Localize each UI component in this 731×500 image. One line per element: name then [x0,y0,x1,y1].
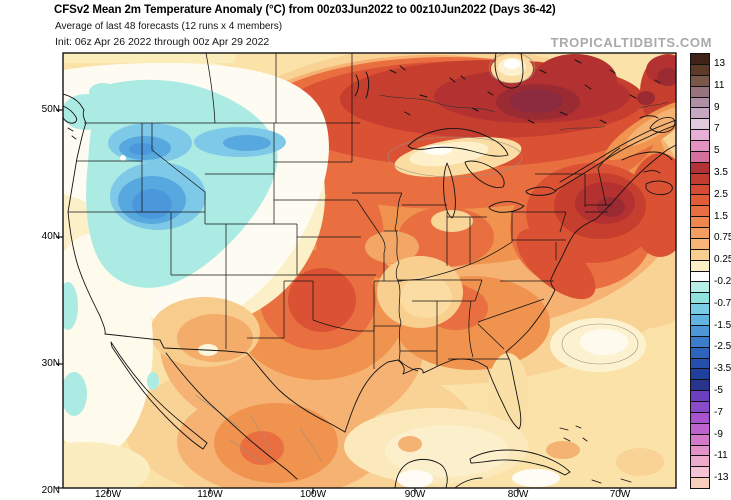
colorbar-swatch [691,151,709,163]
lat-label: 50N [41,104,60,115]
colorbar-swatch [691,304,709,315]
lon-label: 110W [197,489,223,500]
forecast-subtitle: Average of last 48 forecasts (12 runs x … [55,21,283,32]
colorbar-tick-label: 2.5 [714,188,728,200]
colorbar-swatch [691,119,709,131]
colorbar-swatch [691,282,709,294]
lon-label: 90W [404,489,426,500]
lon-label: 70W [609,489,631,500]
colorbar-tick-label: 0.25 [714,254,731,266]
colorbar-swatch [691,369,709,381]
lat-label: 40N [41,231,60,242]
colorbar-swatch [691,54,709,65]
colorbar-swatch [691,293,709,305]
colorbar-swatch [691,315,709,326]
lon-label: 100W [299,489,327,500]
colorbar-tick-label: 0.75 [714,232,731,244]
colorbar-tick-label: 3.5 [714,166,728,178]
colorbar-swatch [691,238,709,250]
lake-squiggles [354,59,661,124]
colorbar-swatch [691,391,709,402]
colorbar-swatch [691,423,709,435]
map-frame [62,52,677,489]
colorbar-tick-label: -2.5 [714,341,731,353]
colorbar [690,53,710,489]
colorbar-swatch [691,336,709,348]
colorbar-swatch [691,271,709,283]
colorbar-swatch [691,75,709,87]
colorbar-tick-label: -0.25 [714,275,731,287]
colorbar-swatch [691,412,709,424]
colorbar-tick-label: 5 [714,145,720,157]
colorbar-swatch [691,228,709,239]
colorbar-swatch [691,86,709,98]
anomaly-fill-layers [63,53,676,488]
colorbar-swatch [691,108,709,120]
colorbar-swatch [691,217,709,228]
colorbar-swatch [691,358,709,370]
colorbar-swatch [691,456,709,468]
colorbar-swatch [691,162,709,174]
colorbar-swatch [691,445,709,457]
lat-label: 20N [41,485,60,496]
colorbar-swatch [691,380,709,392]
colorbar-tick-label: -5 [714,384,723,396]
colorbar-tick-label: 11 [714,79,725,91]
lat-label: 30N [41,358,60,369]
colorbar-swatch [691,64,709,76]
colorbar-tick-label: -13 [714,472,729,484]
state-borders [68,53,621,372]
colorbar-swatch [691,467,709,479]
colorbar-swatch [691,173,709,185]
colorbar-swatch [691,130,709,141]
page-title: CFSv2 Mean 2m Temperature Anomaly (°C) f… [54,4,556,16]
colorbar-swatches [691,54,709,488]
colorbar-tick-label: -11 [714,450,728,462]
colorbar-swatch [691,260,709,272]
colorbar-swatch [691,325,709,337]
colorbar-swatch [691,478,709,488]
anomaly-contour-lines [379,94,669,131]
colorbar-tick-label: -7 [714,406,723,418]
colorbar-tick-label: -3.5 [714,363,731,375]
geography-lines [63,53,676,488]
colorbar-swatch [691,195,709,207]
axis-ticks [56,109,621,494]
colorbar-swatch [691,434,709,446]
colorbar-swatch [691,97,709,109]
lon-label: 120W [94,489,122,500]
colorbar-tick-label: 1.5 [714,210,728,222]
colorbar-tick-label: -0.75 [714,297,731,309]
colorbar-tick-label: -9 [714,428,723,440]
colorbar-swatch [691,402,709,413]
colorbar-tick-label: -1.5 [714,319,731,331]
colorbar-swatch [691,249,709,261]
colorbar-swatch [691,184,709,196]
colorbar-swatch [691,347,709,359]
colorbar-tick-label: 13 [714,57,726,69]
lon-label: 80W [507,489,529,500]
colorbar-swatch [691,141,709,152]
colorbar-swatch [691,206,709,218]
init-time-line: Init: 06z Apr 26 2022 through 00z Apr 29… [55,36,270,48]
tropicaltidbits-watermark: TROPICALTIDBITS.COM [550,35,712,50]
colorbar-tick-label: 7 [714,123,720,135]
colorbar-tick-label: 9 [714,101,720,113]
